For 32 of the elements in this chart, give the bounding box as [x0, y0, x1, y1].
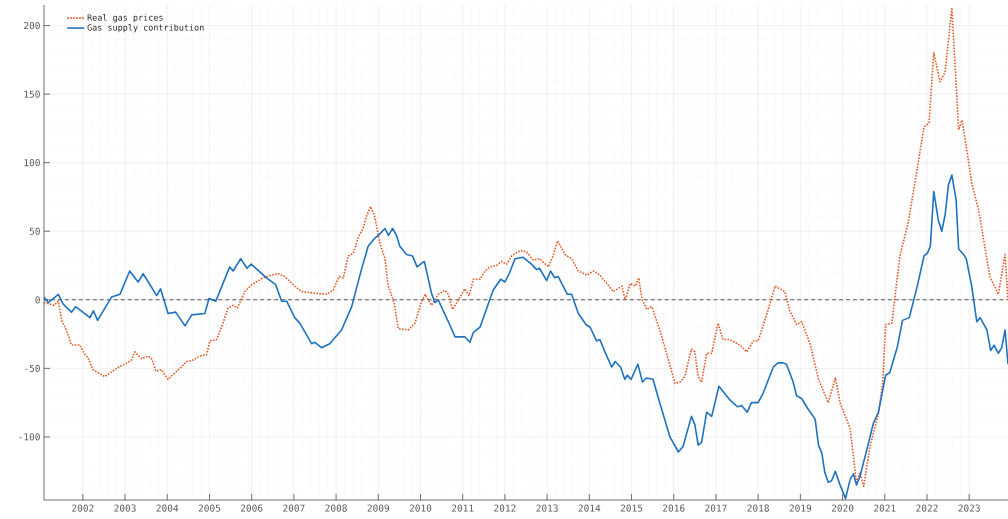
x-tick-label: 2020 [831, 504, 854, 512]
y-tick-label: -100 [19, 433, 40, 441]
x-tick-label: 2011 [452, 504, 474, 512]
x-tick-label: 2007 [283, 504, 305, 512]
x-tick-label: 2017 [705, 504, 727, 512]
x-tick-label: 2003 [114, 504, 136, 512]
y-tick-label: 100 [24, 159, 40, 167]
x-tick-label: 2002 [72, 504, 94, 512]
legend-label: Real gas prices [87, 14, 163, 23]
x-tick-label: 2023 [958, 504, 980, 512]
x-tick-label: 2022 [916, 504, 938, 512]
x-tick-label: 2012 [494, 504, 516, 512]
x-tick-label: 2018 [747, 504, 769, 512]
x-tick-label: 2009 [367, 504, 390, 512]
x-tick-label: 2010 [409, 504, 432, 512]
x-tick-label: 2016 [663, 504, 685, 512]
x-tick-label: 2006 [240, 504, 263, 512]
x-tick-label: 2019 [789, 504, 812, 512]
x-tick-label: 2005 [198, 504, 221, 512]
y-tick-label: -50 [25, 364, 40, 372]
y-tick-label: 50 [29, 227, 40, 235]
y-tick-label: 0 [35, 296, 40, 304]
x-tick-label: 2014 [578, 504, 601, 512]
x-tick-label: 2021 [874, 504, 896, 512]
y-tick-label: 150 [24, 90, 40, 98]
legend-label: Gas supply contribution [87, 24, 204, 33]
x-tick-label: 2013 [536, 504, 558, 512]
x-tick-label: 2004 [156, 504, 179, 512]
x-tick-label: 2008 [325, 504, 347, 512]
line-series [44, 6, 1008, 488]
x-tick-label: 2015 [620, 504, 643, 512]
y-tick-label: 200 [24, 21, 40, 30]
